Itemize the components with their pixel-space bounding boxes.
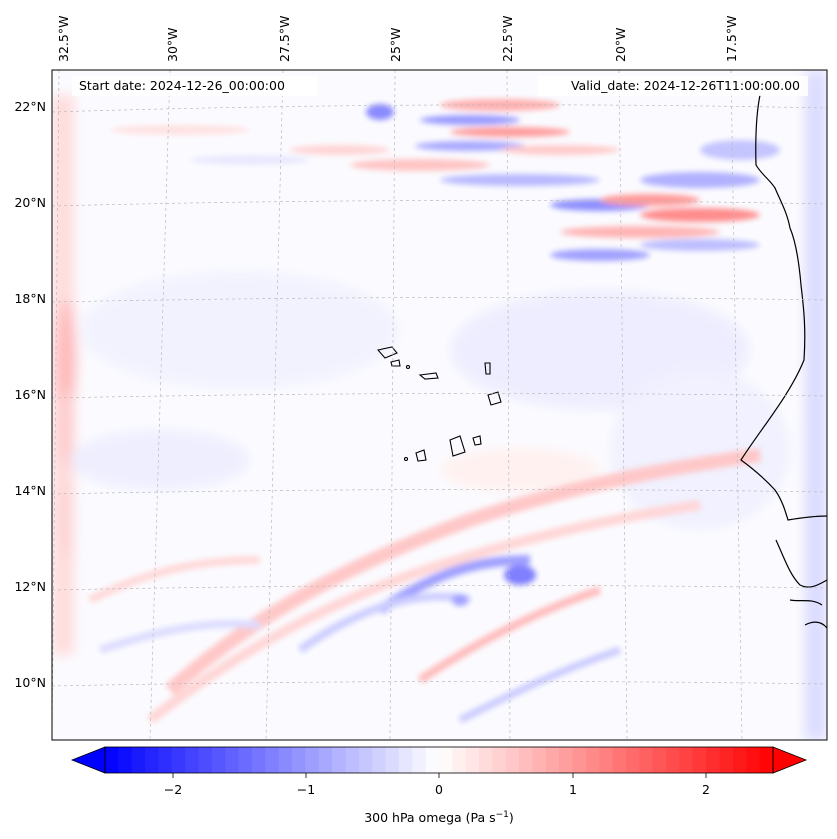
- lon-label: 17.5°W: [724, 16, 739, 62]
- colorbar-tick-label: −1: [297, 782, 315, 797]
- colorbar-cell: [746, 747, 761, 773]
- valid-date-box: [538, 76, 808, 96]
- colorbar-cell: [425, 747, 440, 773]
- colorbar-cell: [706, 747, 721, 773]
- omega-field: [52, 70, 827, 740]
- colorbar-cell: [292, 747, 306, 773]
- colorbar-extend-max: [772, 746, 808, 774]
- colorbar-cell: [372, 747, 387, 773]
- colorbar-cell: [158, 747, 173, 773]
- colorbar-extend-min: [70, 746, 106, 774]
- lat-label: 20°N: [14, 195, 46, 210]
- graticule: [52, 70, 827, 740]
- lon-label: 20°W: [613, 27, 628, 62]
- colorbar-cell: [759, 747, 774, 773]
- lat-label: 22°N: [14, 99, 46, 114]
- colorbar-cell: [412, 747, 427, 773]
- lat-label: 16°N: [14, 387, 46, 402]
- colorbar-cell: [305, 747, 320, 773]
- colorbar-label: 300 hPa omega (Pa s−1): [364, 810, 514, 825]
- colorbar-cell: [652, 747, 667, 773]
- lon-label: 25°W: [388, 27, 403, 62]
- lat-label: 14°N: [14, 483, 46, 498]
- colorbar-tick-label: 1: [569, 782, 577, 797]
- colorbar-cell: [479, 747, 494, 773]
- lat-label: 18°N: [14, 291, 46, 306]
- map-panel: Start date: 2024-12-26_00:00:00 Valid_da…: [51, 69, 828, 741]
- colorbar-cell: [385, 747, 400, 773]
- colorbar-cell: [679, 747, 694, 773]
- colorbar-cell: [171, 747, 186, 773]
- colorbar-cell: [439, 747, 453, 773]
- colorbar-cell: [238, 747, 253, 773]
- lon-label: 32.5°W: [56, 16, 71, 62]
- colorbar-cell: [118, 747, 133, 773]
- colorbar-cell: [465, 747, 480, 773]
- colorbar-cell: [278, 747, 293, 773]
- colorbar-cell: [585, 747, 600, 773]
- colorbar-cell: [559, 747, 574, 773]
- colorbar: −2 −1 0 1 2 300 hPa omega (Pa s−1): [70, 746, 808, 825]
- start-date-box: [72, 76, 317, 96]
- valid-date-label: Valid_date: 2024-12-26T11:00:00.00: [571, 78, 800, 93]
- colorbar-cell: [692, 747, 707, 773]
- colorbar-cell: [211, 747, 226, 773]
- colorbar-cell: [185, 747, 200, 773]
- colorbar-cell: [626, 747, 640, 773]
- colorbar-cell: [452, 747, 467, 773]
- colorbar-cell: [639, 747, 654, 773]
- lat-label: 10°N: [14, 675, 46, 690]
- map-border: [51, 69, 828, 741]
- colorbar-cell: [251, 747, 266, 773]
- colorbar-cell: [318, 747, 333, 773]
- lat-label: 12°N: [14, 579, 46, 594]
- colorbar-cell: [131, 747, 146, 773]
- colorbar-cell: [345, 747, 360, 773]
- colorbar-cell: [265, 747, 280, 773]
- colorbar-cell: [532, 747, 547, 773]
- colorbar-cell: [332, 747, 347, 773]
- colorbar-cells: [105, 747, 774, 773]
- colorbar-ticks: [172, 773, 707, 778]
- start-date-label: Start date: 2024-12-26_00:00:00: [79, 78, 285, 93]
- colorbar-cell: [105, 747, 119, 773]
- colorbar-cell: [519, 747, 534, 773]
- lon-label: 22.5°W: [500, 16, 515, 62]
- colorbar-cell: [666, 747, 681, 773]
- colorbar-cell: [398, 747, 413, 773]
- colorbar-cell: [545, 747, 560, 773]
- colorbar-cell: [358, 747, 373, 773]
- colorbar-tick-label: −2: [164, 782, 182, 797]
- lon-label: 30°W: [165, 27, 180, 62]
- colorbar-tick-label: 2: [702, 782, 710, 797]
- coastline: [740, 94, 827, 629]
- colorbar-cell: [599, 747, 614, 773]
- colorbar-cell: [572, 747, 587, 773]
- lon-label: 27.5°W: [277, 16, 292, 62]
- colorbar-cell: [612, 747, 627, 773]
- colorbar-tick-labels: −2 −1 0 1 2: [164, 782, 710, 797]
- colorbar-cell: [719, 747, 734, 773]
- colorbar-cell: [505, 747, 520, 773]
- latitude-labels: 22°N 20°N 18°N 16°N 14°N 12°N 10°N: [14, 99, 46, 690]
- colorbar-cell: [732, 747, 747, 773]
- longitude-labels: 32.5°W 30°W 27.5°W 25°W 22.5°W 20°W 17.5…: [56, 16, 739, 62]
- colorbar-cell: [225, 747, 240, 773]
- cape-verde-islands: [376, 346, 502, 462]
- colorbar-cell: [492, 747, 507, 773]
- colorbar-cell: [198, 747, 213, 773]
- colorbar-cell: [145, 747, 160, 773]
- colorbar-tick-label: 0: [435, 782, 443, 797]
